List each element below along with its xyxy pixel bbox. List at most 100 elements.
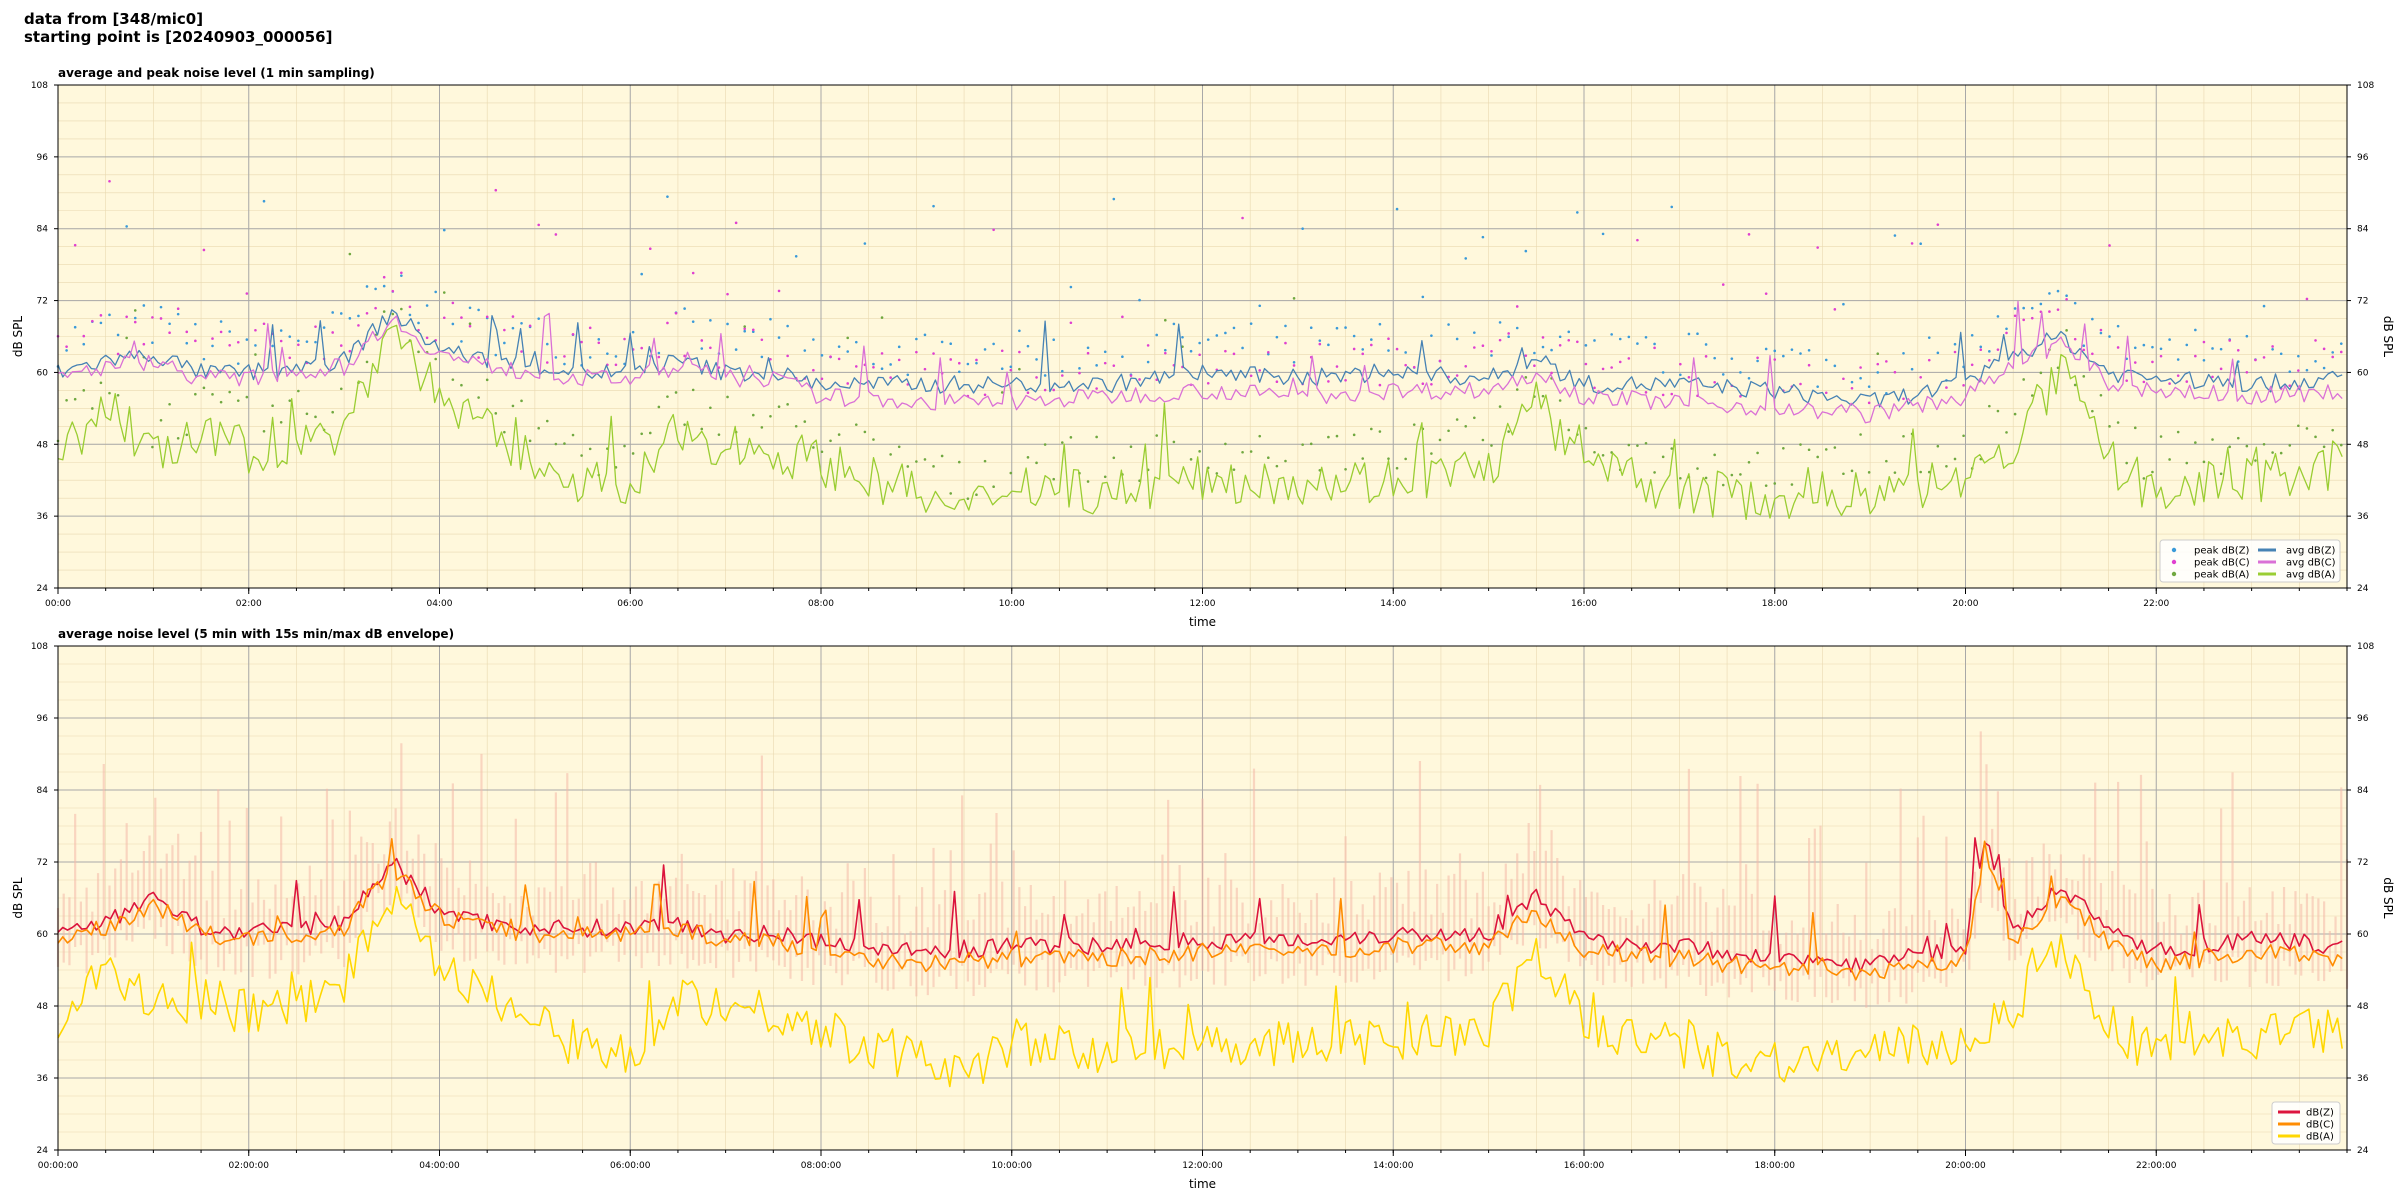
peak-dot <box>1361 457 1365 460</box>
peak-dot <box>468 324 472 328</box>
peak-dot <box>1601 232 1605 236</box>
peak-dot <box>1927 358 1931 362</box>
peak-dot <box>2099 328 2103 332</box>
y-tick-label: 108 <box>31 81 48 91</box>
peak-dot <box>2271 345 2274 348</box>
peak-dot <box>2211 438 2214 441</box>
peak-dot <box>73 243 77 247</box>
x-axis: 00:00 02:00 04:00 06:00 08:00 10:00 12:00 14:00… <box>45 588 2348 609</box>
peak-dot <box>1464 424 1468 428</box>
series-line-2 <box>57 837 2343 981</box>
peak-dot <box>142 342 146 346</box>
peak-dot <box>314 415 317 419</box>
peak-dot <box>460 383 463 387</box>
peak-dot <box>168 322 171 326</box>
peak-dot <box>288 356 292 360</box>
peak-dot <box>2202 358 2206 362</box>
peak-dot <box>1593 450 1596 454</box>
peak-dot <box>1086 480 1090 483</box>
peak-dot <box>1069 321 1073 325</box>
peak-dot <box>1953 457 1957 461</box>
peak-dot <box>743 327 746 331</box>
peak-dot <box>966 362 970 366</box>
peak-dot <box>1764 484 1768 487</box>
peak-dot <box>957 361 961 365</box>
y-tick-label: 72 <box>37 858 48 868</box>
peak-dot <box>176 436 180 440</box>
peak-dot <box>1018 367 1021 371</box>
peak-dot <box>751 330 755 333</box>
peak-dot <box>108 179 111 183</box>
peak-dot <box>1121 315 1124 319</box>
peak-dot <box>666 321 669 325</box>
peak-dot <box>1541 394 1545 398</box>
peak-dot <box>700 347 704 350</box>
peak-dot <box>236 340 240 344</box>
peak-dot <box>1541 336 1545 339</box>
peak-dot <box>854 340 858 344</box>
peak-dot <box>219 320 223 323</box>
peak-dot <box>331 311 334 314</box>
y-axis-label-right: dB SPL <box>2381 877 2395 919</box>
peak-dot <box>494 412 498 415</box>
peak-dot <box>1026 456 1030 459</box>
peak-dot <box>554 442 558 446</box>
peak-dot <box>1558 399 1562 402</box>
x-tick-label: 02:00 <box>236 599 262 609</box>
peak-dot <box>1936 223 1940 226</box>
peak-dot <box>1721 283 1725 286</box>
peak-dot <box>1885 459 1888 463</box>
peak-dot <box>1704 355 1708 358</box>
x-tick-label: 10:00:00 <box>992 1161 1033 1171</box>
peak-dot <box>1704 476 1708 480</box>
legend-label: avg dB(A) <box>2286 570 2336 581</box>
peak-dot <box>2322 347 2326 351</box>
peak-dot <box>1395 347 1399 351</box>
peak-dot <box>271 344 274 348</box>
peak-dot <box>1292 297 1296 300</box>
peak-dot <box>511 315 515 318</box>
peak-dot <box>2048 310 2051 313</box>
peak-dot <box>1241 216 1244 220</box>
x-tick-label: 04:00 <box>427 599 453 609</box>
peak-dot <box>545 342 549 346</box>
peak-dot <box>700 427 704 431</box>
x-tick-label: 18:00:00 <box>1755 1161 1796 1171</box>
peak-dot <box>854 365 858 368</box>
peak-dot <box>468 322 472 326</box>
peak-dot <box>1515 305 1519 308</box>
peak-dot <box>1893 234 1897 237</box>
legend-label: peak dB(C) <box>2194 558 2250 569</box>
y-tick-label-right: 60 <box>2357 930 2369 940</box>
peak-dot <box>588 356 592 359</box>
peak-dot <box>1404 457 1407 461</box>
peak-dot <box>837 345 841 348</box>
peak-dot <box>2133 426 2137 430</box>
x-tick-label: 20:00 <box>1953 599 1979 609</box>
peak-dot <box>743 329 746 333</box>
peak-dot <box>365 360 369 364</box>
peak-dot <box>2211 347 2214 350</box>
peak-dot <box>1490 444 1493 447</box>
peak-dot <box>477 356 480 359</box>
peak-dot <box>2331 351 2334 354</box>
peak-dot <box>1206 338 1210 341</box>
peak-dot <box>365 312 369 315</box>
peak-dot <box>288 399 292 402</box>
peak-dot <box>1352 334 1356 338</box>
peak-dot <box>339 312 343 315</box>
peak-dot <box>2151 360 2154 364</box>
peak-dot <box>1103 361 1107 365</box>
peak-dot <box>829 439 832 443</box>
x-tick-label: 20:00:00 <box>1945 1161 1986 1171</box>
peak-dot <box>2168 382 2171 385</box>
peak-dot <box>923 458 927 461</box>
peak-dot <box>751 413 755 417</box>
peak-dot <box>2202 460 2206 464</box>
peak-dot <box>1275 464 1279 468</box>
peak-dot <box>494 188 498 192</box>
peak-dot <box>1713 453 1716 457</box>
peak-dot <box>400 307 403 311</box>
peak-dot <box>1524 354 1528 357</box>
peak-dot <box>2091 409 2094 413</box>
